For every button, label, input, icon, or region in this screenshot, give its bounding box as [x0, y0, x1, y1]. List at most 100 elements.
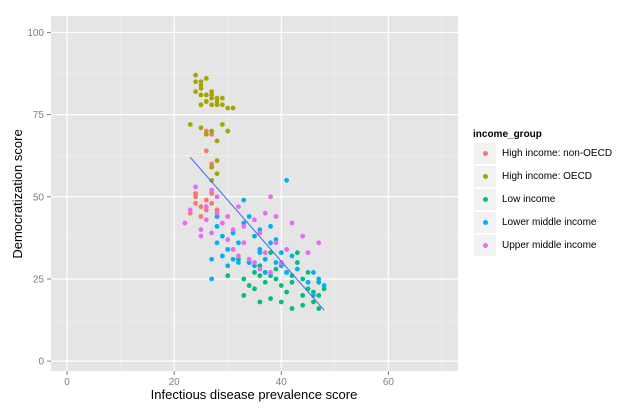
- data-point: [214, 171, 220, 177]
- data-point: [278, 263, 284, 269]
- data-point: [241, 240, 247, 246]
- data-point: [193, 191, 198, 196]
- data-point: [268, 223, 273, 229]
- data-point: [209, 161, 215, 167]
- data-point: [193, 72, 198, 78]
- data-point: [262, 250, 268, 256]
- legend-item: Upper middle income: [473, 234, 623, 257]
- data-point: [316, 306, 322, 311]
- data-point: [321, 283, 327, 288]
- data-point: [225, 128, 231, 134]
- x-tick-label: 40: [276, 377, 288, 388]
- legend-title: income_group: [473, 129, 542, 140]
- trend-line: [189, 157, 325, 311]
- data-point: [230, 230, 236, 236]
- legend-label: Lower middle income: [502, 217, 597, 228]
- x-tick-label: 20: [169, 377, 181, 388]
- data-point: [273, 240, 279, 246]
- data-point: [257, 230, 263, 236]
- data-point: [321, 286, 327, 292]
- data-point: [252, 233, 257, 239]
- plot-panel: [51, 16, 458, 371]
- legend-item: Low income: [473, 188, 623, 211]
- data-point: [203, 197, 209, 203]
- data-point: [316, 279, 322, 285]
- data-point: [209, 131, 215, 137]
- data-point: [198, 79, 204, 85]
- data-point: [278, 283, 284, 288]
- legend-label: High income: OECD: [502, 171, 593, 182]
- data-point: [300, 276, 306, 282]
- data-point: [203, 131, 209, 137]
- data-point: [294, 260, 300, 265]
- legend: income_group High income: non-OECD High i…: [473, 128, 623, 257]
- data-point: [278, 260, 284, 265]
- data-point: [268, 250, 273, 256]
- data-point: [262, 256, 268, 262]
- data-point: [262, 269, 268, 275]
- data-point: [252, 217, 257, 223]
- legend-key: [473, 165, 497, 188]
- data-point: [305, 250, 311, 256]
- data-point: [209, 177, 215, 183]
- data-point: [273, 276, 279, 282]
- data-point: [198, 102, 204, 108]
- data-point: [257, 246, 263, 252]
- data-point: [219, 102, 225, 108]
- legend-items: High income: non-OECD High income: OECD Lo…: [473, 142, 623, 257]
- data-point: [187, 207, 193, 213]
- y-tick-label: 75: [33, 110, 45, 121]
- data-point: [289, 253, 295, 259]
- data-point: [257, 299, 263, 305]
- data-point: [246, 283, 252, 288]
- data-point: [278, 299, 284, 305]
- data-point: [219, 220, 225, 226]
- data-point: [257, 263, 263, 269]
- data-point: [316, 276, 322, 282]
- data-point: [273, 214, 279, 219]
- data-point: [289, 279, 295, 285]
- data-point: [300, 302, 306, 308]
- data-point: [187, 210, 193, 216]
- data-point: [230, 227, 236, 233]
- legend-item: Lower middle income: [473, 211, 623, 234]
- data-point: [252, 286, 257, 292]
- y-axis-title: Democratization score: [10, 129, 25, 258]
- data-point: [209, 191, 215, 196]
- data-point: [241, 220, 247, 226]
- data-point: [219, 233, 225, 239]
- legend-dot: [482, 243, 488, 248]
- data-point: [209, 92, 215, 98]
- data-point: [209, 102, 215, 108]
- data-point: [214, 99, 220, 104]
- data-point: [241, 276, 247, 282]
- data-point: [225, 105, 231, 111]
- data-point: [209, 200, 215, 206]
- data-point: [289, 306, 295, 311]
- data-point: [273, 260, 279, 265]
- data-point: [236, 253, 241, 259]
- data-point: [198, 125, 204, 131]
- data-point: [273, 237, 279, 242]
- data-point: [241, 292, 247, 298]
- data-point: [246, 256, 252, 262]
- data-point: [262, 210, 268, 216]
- data-point: [284, 269, 290, 275]
- data-point: [236, 256, 241, 262]
- data-point: [203, 148, 209, 154]
- data-point: [236, 204, 241, 210]
- data-point: [225, 214, 231, 219]
- legend-label: Low income: [502, 194, 556, 205]
- data-point: [311, 289, 316, 295]
- data-point: [311, 299, 316, 305]
- y-tick-label: 0: [38, 357, 44, 368]
- data-point: [219, 253, 225, 259]
- data-point: [268, 194, 273, 200]
- data-point: [278, 250, 284, 256]
- data-point: [294, 266, 300, 272]
- data-point: [316, 292, 322, 298]
- data-point: [268, 269, 273, 275]
- data-point: [198, 227, 204, 233]
- data-point: [257, 250, 263, 256]
- data-point: [236, 240, 241, 246]
